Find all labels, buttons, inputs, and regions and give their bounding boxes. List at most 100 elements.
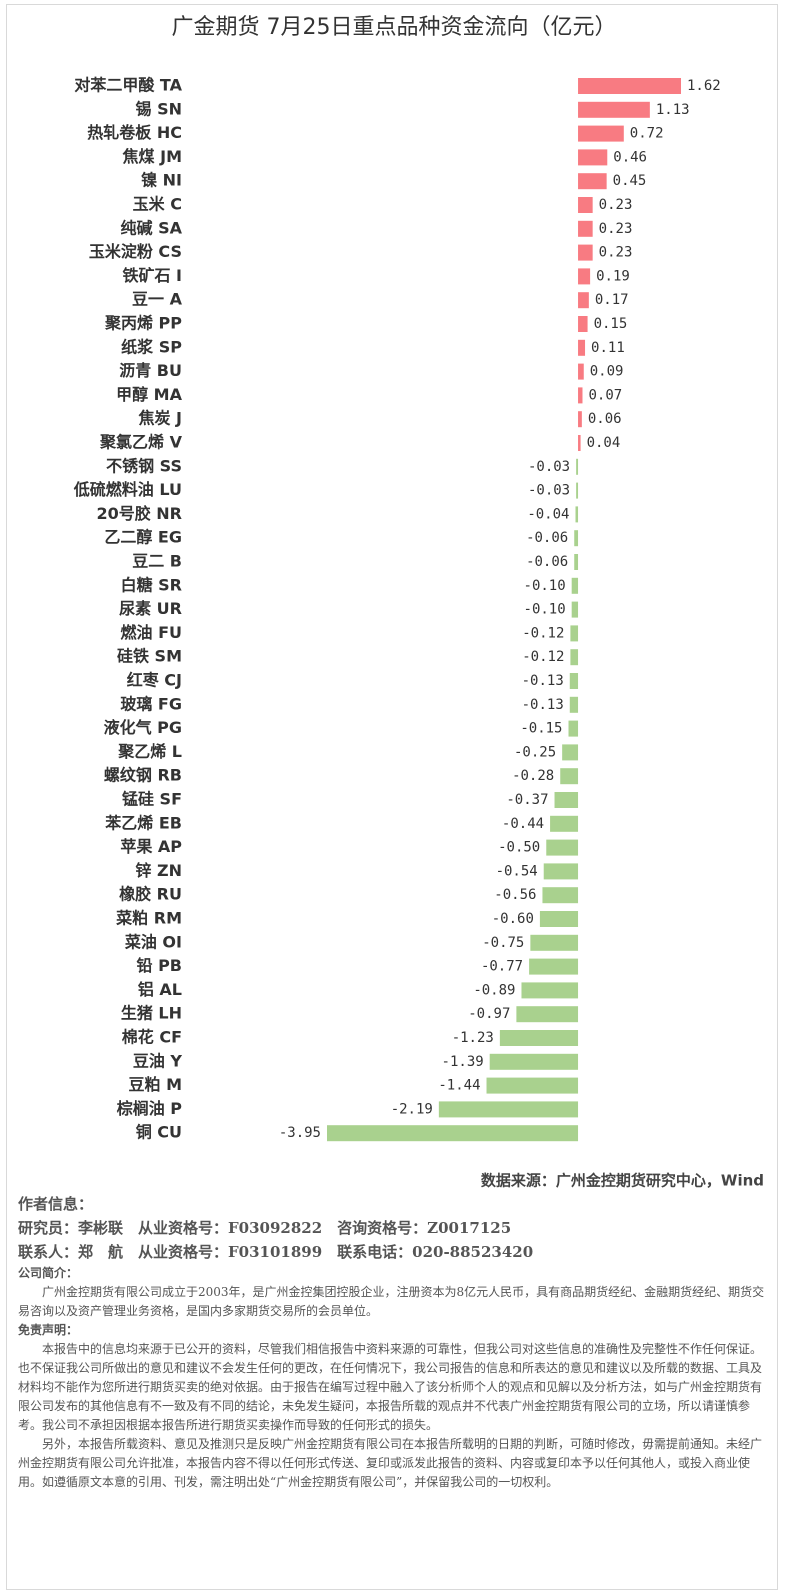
chart-title: 广金期货 7月25日重点品种资金流向（亿元） — [172, 15, 617, 40]
bar — [578, 78, 681, 94]
bar — [578, 244, 593, 261]
value-label: 0.17 — [595, 292, 629, 308]
bar — [568, 720, 579, 737]
category-label: 镍 NI — [141, 171, 182, 190]
value-label: -0.37 — [506, 792, 548, 808]
bar — [576, 458, 579, 475]
category-label: 棉花 CF — [122, 1028, 182, 1047]
bar — [550, 815, 579, 832]
bar — [546, 839, 579, 856]
category-label: 锰硅 SF — [122, 790, 182, 809]
bar — [327, 1125, 579, 1142]
category-label: 低硫燃料油 LU — [73, 480, 182, 499]
value-label: -0.03 — [528, 459, 570, 475]
category-label: 纸浆 SP — [121, 337, 182, 356]
bar — [571, 601, 579, 618]
category-label: 纯碱 SA — [121, 218, 183, 237]
category-label: 玉米 C — [133, 195, 182, 214]
category-label: 聚氯乙烯 V — [99, 433, 183, 452]
value-label: 0.15 — [594, 316, 628, 332]
category-label: 液化气 PG — [104, 718, 182, 737]
bar — [438, 1101, 579, 1118]
value-label: -0.60 — [492, 911, 534, 927]
category-label: 沥青 BU — [119, 361, 182, 380]
value-label: -0.13 — [522, 673, 564, 689]
company-heading: 公司简介： — [18, 1266, 79, 1280]
bar — [578, 363, 584, 380]
value-label: -0.89 — [473, 982, 515, 998]
value-label: -0.25 — [514, 744, 556, 760]
value-label: -3.95 — [279, 1125, 321, 1141]
disclaimer-text: 本报告中的信息均来源于已公开的资料，尽管我们相信报告中资料来源的可靠性，但我公司… — [18, 1342, 763, 1432]
category-label: 聚丙烯 PP — [104, 314, 182, 333]
bar — [578, 435, 581, 451]
bar — [574, 554, 579, 570]
value-label: -0.10 — [524, 602, 566, 618]
category-label: 豆油 Y — [133, 1051, 183, 1070]
category-label: 硅铁 SM — [117, 647, 182, 666]
bar — [578, 339, 586, 356]
value-label: 0.11 — [591, 340, 625, 356]
value-label: -0.15 — [520, 721, 562, 737]
value-label: 1.13 — [656, 102, 690, 118]
value-label: -0.50 — [498, 840, 540, 856]
value-label: -0.77 — [481, 959, 523, 975]
category-label: 豆粕 M — [129, 1075, 183, 1094]
category-label: 铅 PB — [137, 956, 183, 975]
value-label: -0.13 — [522, 697, 564, 713]
bar — [539, 911, 579, 927]
bar — [571, 577, 579, 594]
bar — [569, 673, 579, 689]
category-label: 豆一 A — [132, 290, 183, 309]
author-heading: 作者信息： — [18, 1195, 94, 1213]
bar — [521, 982, 579, 999]
value-label: -0.06 — [526, 554, 568, 570]
value-label: 0.04 — [587, 435, 621, 451]
category-label: 苹果 AP — [120, 837, 182, 856]
value-label: -0.12 — [522, 625, 564, 641]
category-label: 玻璃 FG — [120, 694, 182, 713]
category-label: 乙二醇 EG — [104, 528, 182, 547]
source: 数据来源：广州金控期货研究中心，Wind — [481, 1172, 764, 1190]
category-label: 红枣 CJ — [127, 671, 182, 690]
category-label: 豆二 B — [132, 552, 182, 571]
category-label: 燃油 FU — [121, 623, 183, 642]
value-label: 0.06 — [588, 411, 622, 427]
value-label: -0.12 — [522, 649, 564, 665]
value-label: -2.19 — [391, 1101, 433, 1117]
bar — [554, 792, 579, 808]
category-label: 尿素 UR — [119, 599, 182, 618]
bar — [560, 768, 579, 785]
bar — [486, 1077, 579, 1094]
disclaimer-heading: 免责声明： — [18, 1323, 79, 1337]
category-label: 不锈钢 SS — [106, 456, 182, 475]
category-label: 热轧卷板 HC — [87, 123, 182, 142]
bar — [542, 887, 579, 904]
category-label: 玉米淀粉 CS — [89, 242, 182, 261]
category-label: 对苯二甲酸 TA — [74, 76, 182, 95]
value-label: -0.10 — [524, 578, 566, 594]
value-label: -0.06 — [526, 530, 568, 546]
category-label: 螺纹钢 RB — [104, 766, 182, 785]
bar — [578, 149, 608, 166]
value-label: -0.28 — [512, 768, 554, 784]
value-label: 0.07 — [588, 387, 622, 403]
category-label: 棕榈油 P — [117, 1099, 183, 1118]
bar — [562, 744, 579, 761]
value-label: -1.23 — [452, 1030, 494, 1046]
bar — [570, 625, 579, 642]
bar — [578, 316, 588, 332]
value-label: 0.23 — [599, 221, 633, 237]
category-label: 焦煤 JM — [122, 147, 182, 166]
value-label: -0.75 — [482, 935, 524, 951]
bar — [575, 506, 579, 523]
bar — [578, 125, 624, 142]
bar — [489, 1053, 579, 1070]
category-label: 锌 ZN — [135, 861, 182, 880]
bar — [543, 863, 579, 880]
category-label: 20号胶 NR — [96, 504, 182, 523]
disclaimer-text: 另外，本报告所载资料、意见及推测只是反映广州金控期货有限公司在本报告所载明的日期… — [18, 1437, 763, 1489]
value-label: -0.54 — [496, 863, 538, 879]
bar — [574, 530, 579, 547]
researcher: 研究员：李彬联 从业资格号：F03092822 咨询资格号：Z0017125 — [18, 1219, 512, 1237]
